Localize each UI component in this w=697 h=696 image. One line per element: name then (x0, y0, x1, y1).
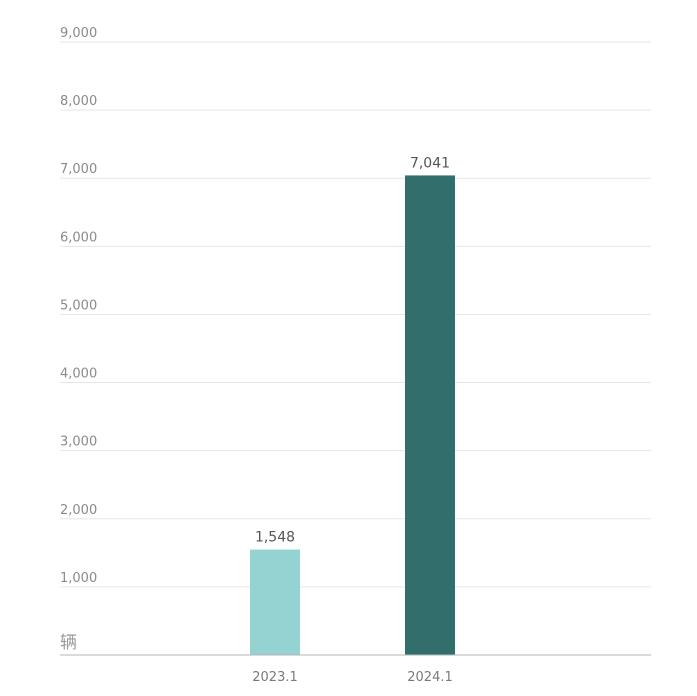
y-tick-label: 6,000 (60, 230, 97, 245)
x-category-label: 2024.1 (407, 670, 453, 685)
bars (250, 175, 455, 655)
bar-value-label: 1,548 (255, 530, 295, 546)
y-axis-tick-labels: 1,000 2,000 3,000 4,000 5,000 6,000 7,000 8,000… (60, 26, 97, 586)
value-labels: 1,548 7,041 (255, 155, 450, 545)
gridlines (60, 41, 651, 588)
y-tick-label: 2,000 (60, 503, 97, 518)
bar (250, 549, 300, 655)
bar (405, 175, 455, 655)
y-tick-label: 9,000 (60, 26, 97, 41)
x-axis-category-labels: 2023.1 2024.1 (252, 670, 453, 685)
y-tick-label: 8,000 (60, 94, 97, 109)
y-tick-label: 4,000 (60, 367, 97, 382)
y-tick-label: 7,000 (60, 162, 97, 177)
y-axis-unit-label: 辆 (60, 633, 77, 653)
x-category-label: 2023.1 (252, 670, 298, 685)
y-tick-label: 5,000 (60, 298, 97, 313)
y-tick-label: 3,000 (60, 435, 97, 450)
bar-value-label: 7,041 (410, 155, 450, 171)
y-tick-label: 1,000 (60, 571, 97, 586)
